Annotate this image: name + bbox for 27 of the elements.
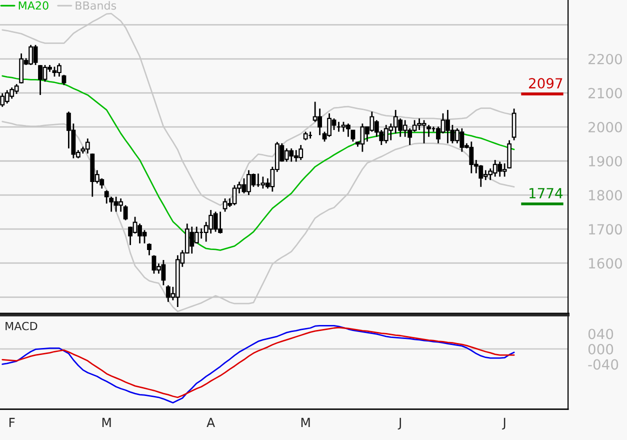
- y-tick-label: 1700: [589, 224, 622, 235]
- x-tick-label: A: [206, 418, 216, 428]
- legend-label: MA20: [18, 1, 48, 10]
- y-tick-label: 2200: [588, 54, 622, 64]
- y-tick-label: 2000: [588, 122, 622, 132]
- y-tick-label: 1600: [589, 258, 622, 269]
- ref-line-label: 1774: [530, 188, 563, 198]
- y-tick-label: 2100: [588, 88, 622, 98]
- x-tick-label: M: [102, 418, 111, 428]
- x-tick-label: J: [398, 418, 401, 430]
- candlestick: [123, 204, 128, 221]
- candlestick: [147, 242, 152, 256]
- y-tick-label: -040: [588, 359, 618, 370]
- y-tick-label: 040: [588, 328, 614, 340]
- candlestick: [350, 129, 356, 142]
- legend-label: BBands: [76, 1, 116, 10]
- candlestick: [426, 124, 431, 138]
- chart-title: MACD: [6, 322, 38, 330]
- x-tick-label: J: [502, 418, 506, 430]
- y-tick-label: 000: [588, 344, 614, 354]
- y-tick-label: 1900: [589, 156, 622, 166]
- ref-line-label: 2097: [528, 78, 562, 89]
- x-tick-label: F: [9, 418, 15, 428]
- candlestick: [128, 226, 133, 246]
- candlestick: [512, 108, 516, 141]
- y-tick-label: 1800: [589, 190, 622, 201]
- x-tick-label: M: [301, 418, 310, 428]
